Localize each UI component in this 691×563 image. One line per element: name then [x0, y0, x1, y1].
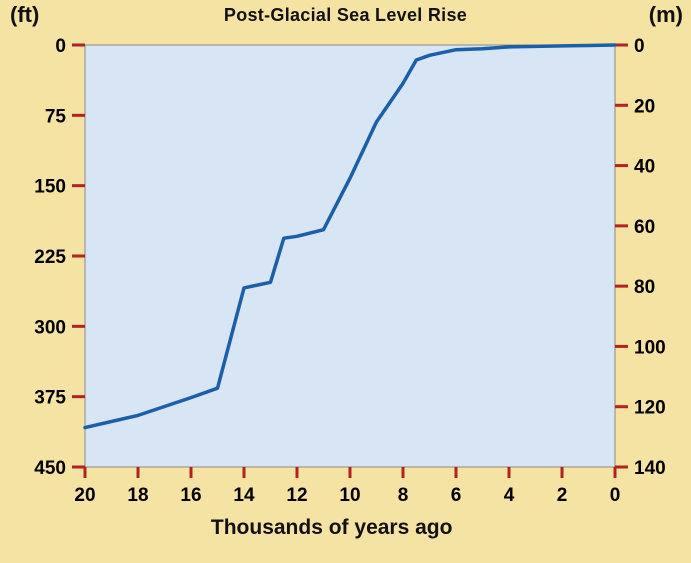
right-axis-tick-label: 0	[634, 36, 645, 57]
x-axis-tick-label: 2	[557, 485, 568, 506]
right-axis-tick-label: 140	[634, 458, 666, 479]
left-axis-tick-label: 75	[45, 106, 67, 127]
x-axis-tick-label: 10	[339, 485, 360, 506]
x-axis-tick-label: 14	[233, 485, 255, 506]
x-axis-tick-label: 18	[127, 485, 148, 506]
sea-level-line	[83, 43, 617, 430]
x-axis-tick-label: 20	[74, 485, 95, 506]
x-axis-tick-label: 6	[451, 485, 462, 506]
right-axis-tick-label: 120	[634, 398, 666, 419]
chart-title: Post-Glacial Sea Level Rise	[223, 5, 468, 25]
right-axis-tick-label: 80	[634, 277, 655, 298]
plot-area	[84, 44, 616, 468]
left-axis-tick-label: 0	[55, 36, 66, 57]
x-axis-tick-label: 8	[398, 485, 409, 506]
left-axis-tick-label: 225	[34, 247, 66, 268]
right-axis-tick-label: 20	[634, 96, 655, 117]
right-axis-tick-label: 40	[634, 157, 655, 178]
left-axis-tick-label: 375	[34, 388, 66, 409]
x-axis-title: Thousands of years ago	[210, 516, 453, 539]
x-axis-tick-label: 4	[504, 485, 515, 506]
left-axis-tick-label: 150	[34, 177, 66, 198]
x-axis-tick-label: 16	[180, 485, 201, 506]
left-axis-unit: (ft)	[10, 2, 40, 27]
x-axis-tick-label: 0	[610, 485, 621, 506]
right-axis-tick-label: 100	[634, 337, 666, 358]
left-axis-tick-label: 300	[34, 317, 66, 338]
x-axis-tick-label: 12	[286, 485, 307, 506]
right-axis-unit: (m)	[648, 2, 683, 27]
right-axis-tick-label: 60	[634, 217, 655, 238]
left-axis-tick-label: 450	[34, 458, 66, 479]
